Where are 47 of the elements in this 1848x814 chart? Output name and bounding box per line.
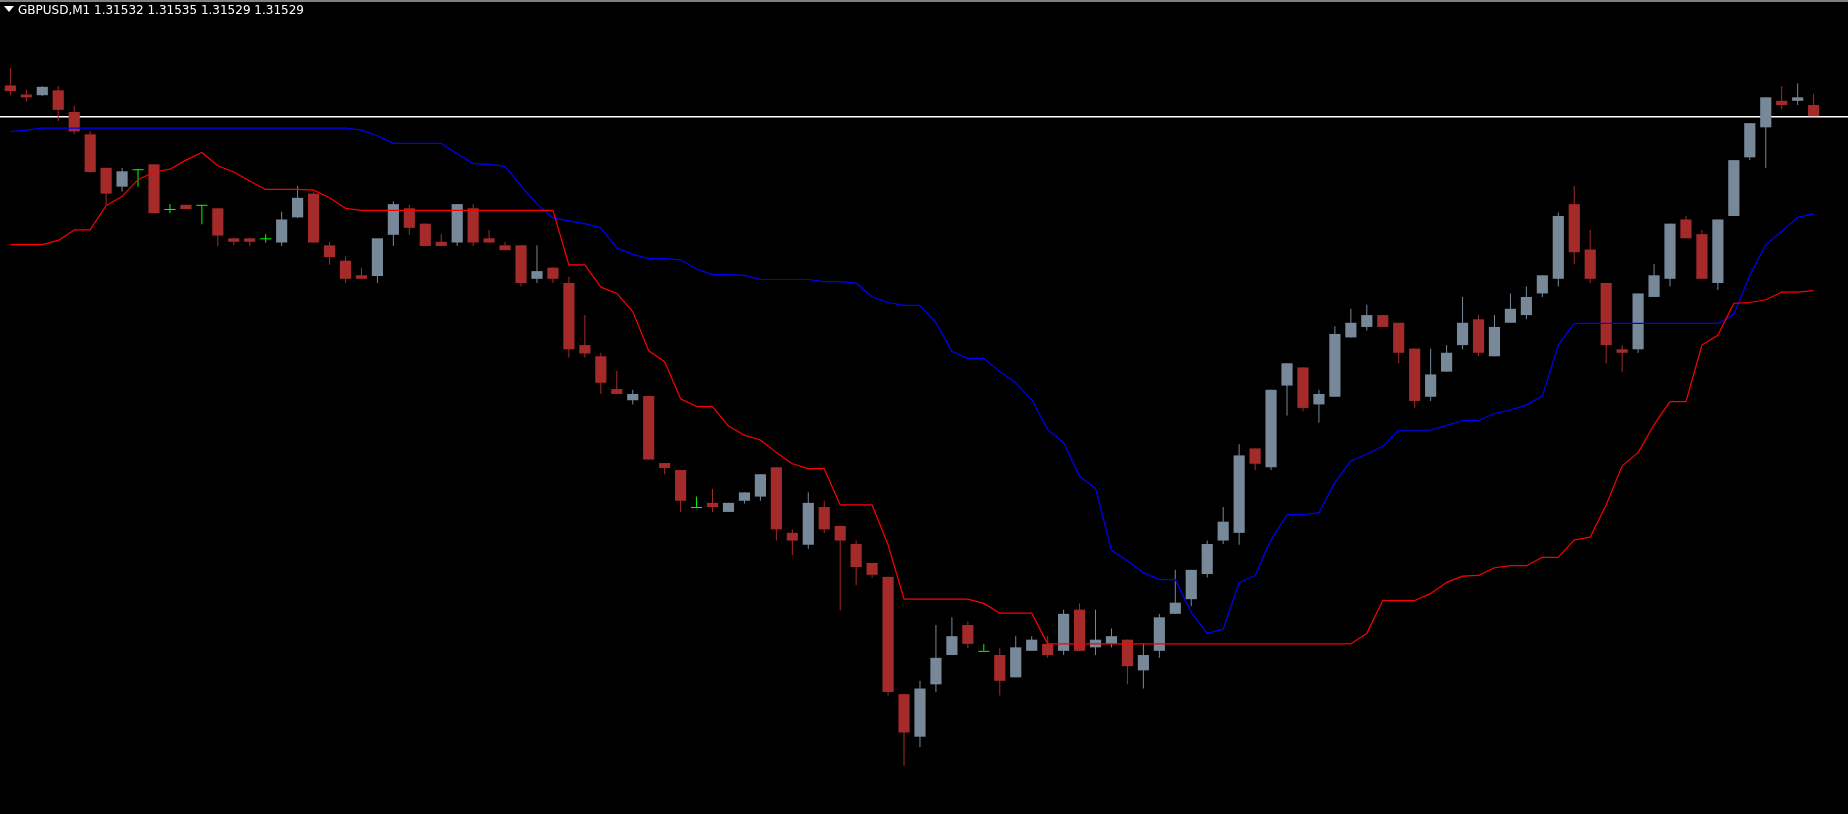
candlestick	[403, 204, 415, 236]
candlestick	[323, 241, 336, 266]
candlestick	[1425, 348, 1437, 402]
candlestick	[1441, 344, 1453, 373]
candlestick	[946, 616, 958, 656]
candlestick	[116, 167, 128, 193]
candlestick	[1648, 263, 1660, 298]
candlestick	[754, 473, 766, 502]
candlestick	[850, 540, 862, 586]
candlestick	[1536, 274, 1548, 298]
candlestick	[196, 204, 208, 225]
candlestick	[483, 229, 495, 243]
candlestick	[1042, 635, 1054, 659]
candlestick	[1345, 308, 1357, 338]
candlestick	[4, 67, 16, 96]
candlestick	[292, 185, 304, 219]
candlestick	[164, 203, 176, 214]
candlestick	[611, 370, 623, 395]
candlestick	[260, 233, 272, 243]
candlestick	[1249, 447, 1261, 471]
candlestick	[339, 255, 352, 284]
candlestick	[786, 528, 798, 556]
candlestick	[1504, 292, 1517, 324]
candlestick	[1792, 82, 1804, 106]
candlestick	[531, 244, 543, 284]
candlestick	[276, 211, 288, 247]
candlestick	[132, 168, 144, 188]
candlestick	[52, 85, 64, 122]
candlestick	[978, 643, 990, 652]
candlestick	[1281, 362, 1293, 417]
candlestick	[1456, 296, 1469, 350]
candlestick	[690, 496, 703, 509]
candlestick	[962, 621, 974, 649]
candlestick	[818, 500, 830, 534]
candlestick	[1776, 85, 1788, 110]
candlestick	[579, 314, 591, 359]
candlestick	[1137, 643, 1149, 690]
candlestick	[1616, 344, 1628, 373]
candlestick	[1520, 285, 1532, 320]
candlestick	[1169, 569, 1181, 615]
candlestick	[68, 105, 80, 135]
candlestick	[1361, 304, 1373, 331]
candlestick	[706, 488, 719, 513]
chart-title: GBPUSD,M1 1.31532 1.31535 1.31529 1.31529	[18, 3, 304, 17]
candlestick	[1217, 506, 1229, 545]
candlestick	[1313, 389, 1325, 424]
candlestick	[834, 525, 846, 611]
